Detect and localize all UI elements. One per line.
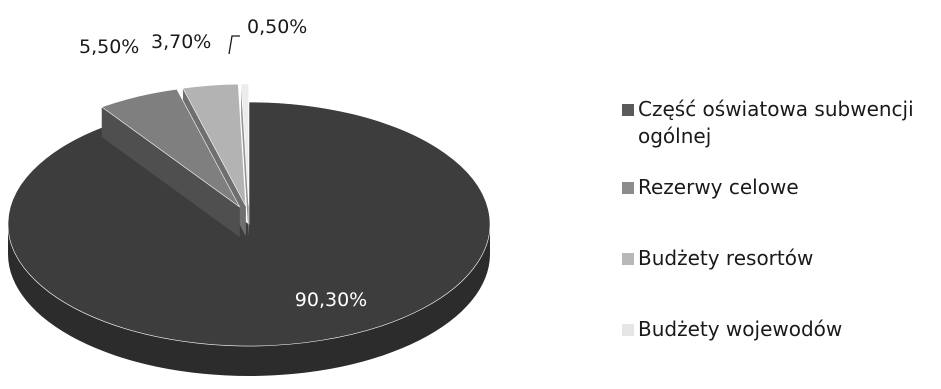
legend-item-budzety-wojewodow: Budżety wojewodów <box>622 316 842 343</box>
pie-slice-3 <box>240 83 249 236</box>
legend-item-czesc-oswiatowa: Część oświatowa subwencji ogólnej <box>622 96 914 150</box>
pie-slices <box>7 83 491 376</box>
pie-slice-1 <box>101 88 240 238</box>
legend-item-budzety-resortow: Budżety resortów <box>622 245 813 272</box>
pie-data-label: 5,50% <box>79 36 139 58</box>
pie-slice-top <box>7 101 491 347</box>
legend-swatch <box>622 253 634 265</box>
pie-data-label: 0,50% <box>247 16 307 38</box>
leader-line <box>228 35 240 55</box>
legend-label: Część oświatowa subwencji ogólnej <box>638 97 914 148</box>
legend-label: Budżety wojewodów <box>638 317 843 341</box>
legend-label: Rezerwy celowe <box>638 175 799 199</box>
legend-swatch <box>622 182 634 194</box>
pie-slice-top <box>240 83 249 206</box>
pie-slice-wall <box>101 107 240 238</box>
pie-slice-top <box>101 88 240 208</box>
legend-label: Budżety resortów <box>638 246 814 270</box>
pie-slice-top <box>182 83 247 207</box>
legend-swatch <box>622 324 634 336</box>
pie-data-label: 90,30% <box>295 289 367 311</box>
pie-slice-wall <box>241 83 249 236</box>
pie-slice-side <box>8 224 490 376</box>
legend-item-rezerwy-celowe: Rezerwy celowe <box>622 174 799 201</box>
pie-data-label: 3,70% <box>151 31 211 53</box>
pie-slice-0 <box>7 101 491 376</box>
pie-data-labels: 90,30% 5,50% 3,70% 0,50% <box>79 16 367 311</box>
pie-chart: 90,30% 5,50% 3,70% 0,50% <box>7 16 491 376</box>
legend-swatch <box>622 104 634 116</box>
